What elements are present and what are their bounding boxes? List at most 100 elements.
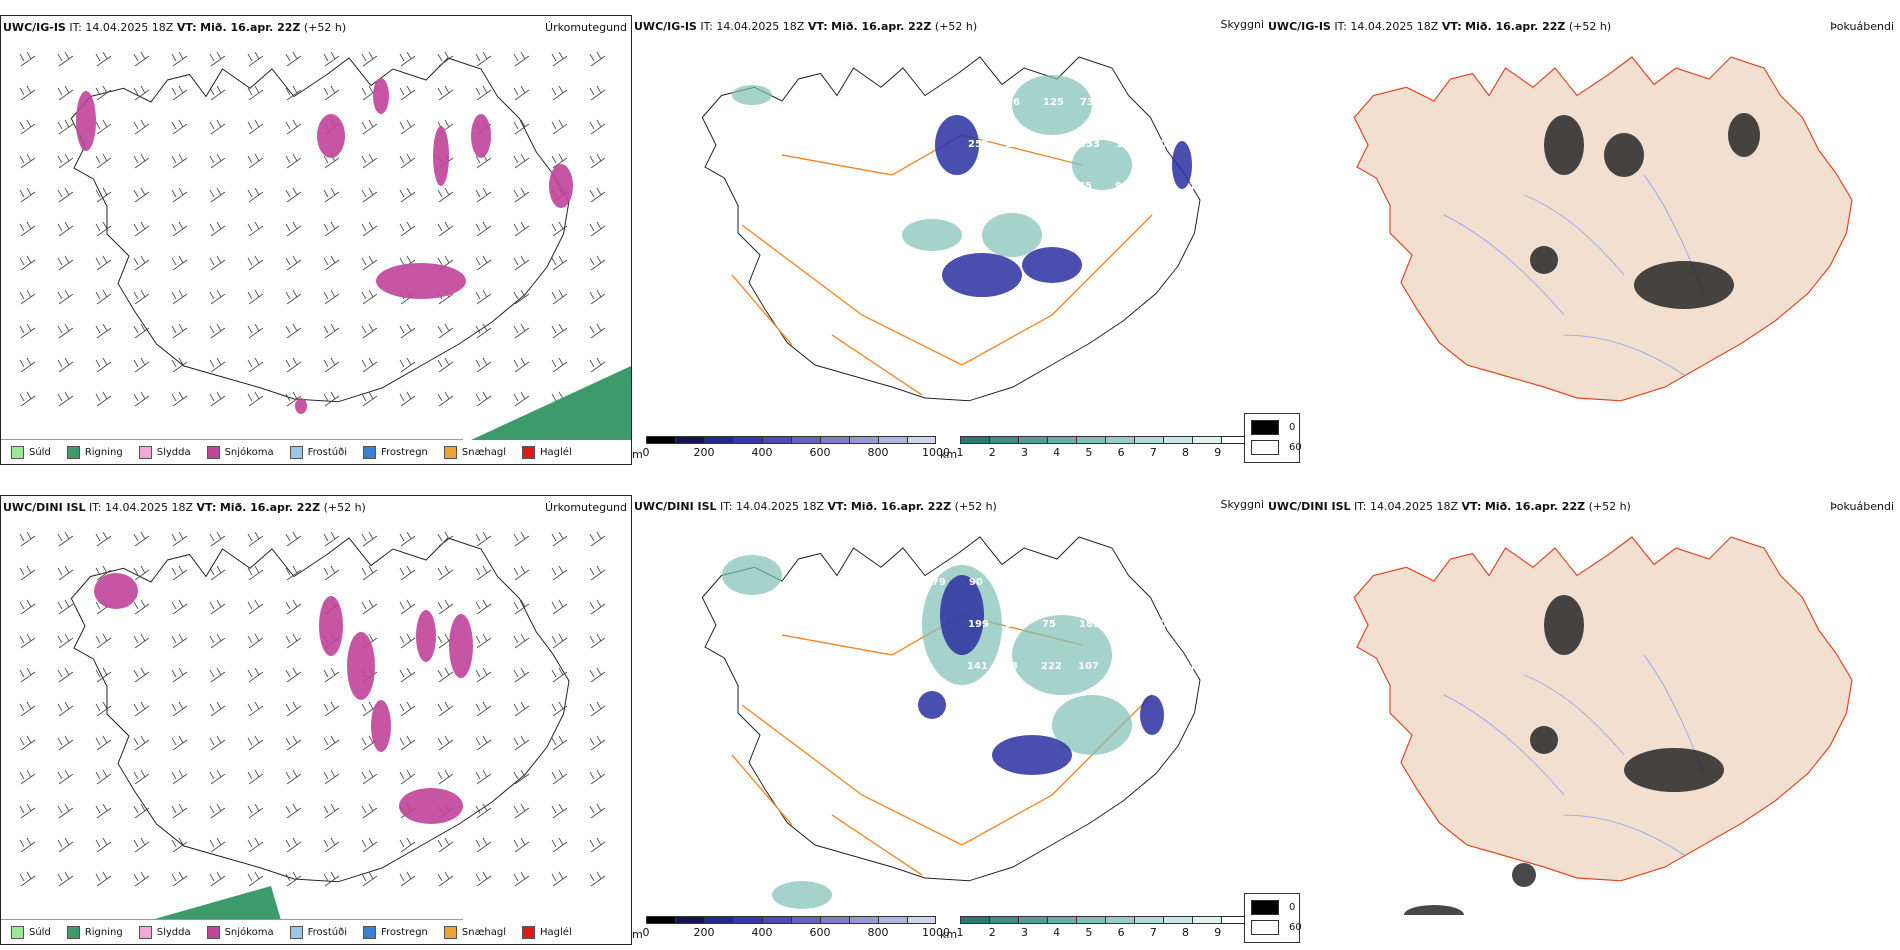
wind-barb <box>513 531 530 547</box>
visibility-value-label: 121 <box>1004 181 1025 192</box>
wind-barb <box>589 119 606 135</box>
river <box>1563 814 1685 856</box>
wind-barb <box>437 187 454 203</box>
fog-area <box>1728 113 1760 157</box>
colorbar-swatch <box>849 436 878 444</box>
wind-barb <box>589 187 606 203</box>
colorbar-swatch <box>878 436 907 444</box>
wind-barb <box>285 565 302 581</box>
river <box>1523 194 1625 276</box>
wind-barb <box>57 119 74 135</box>
wind-barb <box>399 565 416 581</box>
visibility-value-label: 201 <box>1152 181 1173 192</box>
colorbar-swatch <box>1163 916 1192 924</box>
visibility-value-label: 73 <box>1080 97 1094 108</box>
wind-barb <box>513 871 530 887</box>
wind-barb <box>285 837 302 853</box>
colorbar-tick-label: 0 <box>642 446 650 459</box>
wind-barb <box>95 153 112 169</box>
snow-area <box>347 632 375 700</box>
wind-barb <box>475 323 492 339</box>
road <box>781 154 893 176</box>
colorbar-swatch <box>960 436 989 444</box>
river <box>1563 334 1685 376</box>
colorbar-tick-label: 9 <box>1214 446 1222 459</box>
colorbar-tick-label: 4 <box>1053 446 1061 459</box>
panel-title-visibility-bottom: UWC/DINI ISL IT: 14.04.2025 18Z VT: Mið.… <box>634 500 997 513</box>
wind-barb <box>399 85 416 101</box>
wind-barb <box>247 531 264 547</box>
wind-barb <box>247 85 264 101</box>
ceiling-area <box>918 691 946 719</box>
wind-barb <box>57 803 74 819</box>
colorbar-swatch <box>791 436 820 444</box>
cloud-heading-bottom: Þokuábendi <box>1830 500 1894 513</box>
cloud-legend-item: 0 <box>1251 420 1295 435</box>
cloud-legend-item: 60 <box>1251 920 1302 935</box>
precip-map-top <box>19 51 631 440</box>
visibility-area <box>1012 615 1112 695</box>
wind-barb <box>475 633 492 649</box>
wind-barbs <box>19 51 606 407</box>
legend-label: Haglél <box>540 926 572 938</box>
wind-barb <box>19 357 36 373</box>
visibility-map-bottom: 79 90 53 28 39 10 18 76 199 300 75 183 207 200 137 141 9… <box>701 536 1211 909</box>
wind-barb <box>209 565 226 581</box>
legend-label: Frostregn <box>381 446 428 458</box>
wind-barb <box>513 701 530 717</box>
panel-title-precip-top: UWC/IG-IS IT: 14.04.2025 18Z VT: Mið. 16… <box>3 21 347 34</box>
wind-barb <box>551 803 568 819</box>
wind-barb <box>399 837 416 853</box>
legend-item: Slydda <box>138 925 191 939</box>
wind-barb <box>247 255 264 271</box>
ceiling-area <box>935 115 979 175</box>
wind-barb <box>171 85 188 101</box>
wind-barb <box>323 871 340 887</box>
wind-barb <box>133 803 150 819</box>
wind-barb <box>285 391 302 407</box>
road <box>861 794 963 846</box>
wind-barb <box>133 221 150 237</box>
ceiling-area <box>992 735 1072 775</box>
visibility-value-label: 18 <box>1154 577 1168 588</box>
wind-barb <box>133 531 150 547</box>
wind-barb <box>437 667 454 683</box>
wind-barb <box>437 85 454 101</box>
ceiling-area <box>1172 141 1192 189</box>
wind-barb <box>209 289 226 305</box>
wind-barb <box>475 51 492 67</box>
wind-barb <box>513 221 530 237</box>
visibility-value-label: 300 <box>1005 619 1026 630</box>
fog-area <box>1634 261 1734 309</box>
legend-item: Frostúði <box>289 445 347 459</box>
panel-title-visibility-top: UWC/IG-IS IT: 14.04.2025 18Z VT: Mið. 16… <box>634 20 978 33</box>
wind-barb <box>209 221 226 237</box>
wind-barb <box>95 255 112 271</box>
wind-barb <box>399 51 416 67</box>
wind-barb <box>437 701 454 717</box>
wind-barb <box>285 221 302 237</box>
wind-barb <box>513 85 530 101</box>
wind-barb <box>133 735 150 751</box>
wind-barb <box>171 51 188 67</box>
cloud-legend-label: 0 <box>1289 902 1296 913</box>
wind-barb <box>209 51 226 67</box>
colorbar-swatch <box>878 916 907 924</box>
wind-barb <box>247 391 264 407</box>
wind-barb <box>285 599 302 615</box>
wind-barb <box>551 255 568 271</box>
wind-barb <box>247 51 264 67</box>
colorbar-tick-label: 200 <box>693 926 715 939</box>
cloud-legend-label: 60 <box>1289 922 1302 933</box>
precip-panel-top: UWC/IG-IS IT: 14.04.2025 18Z VT: Mið. 16… <box>0 15 632 465</box>
visibility-value-label: 75 <box>1042 619 1056 630</box>
wind-barb <box>323 323 340 339</box>
wind-barb <box>171 531 188 547</box>
legend-item: Frostúði <box>289 925 347 939</box>
wind-barb <box>19 803 36 819</box>
wind-barb <box>361 187 378 203</box>
wind-barb <box>285 871 302 887</box>
visibility-value-label: 159 <box>967 181 988 192</box>
wind-barb <box>133 769 150 785</box>
wind-barb <box>247 153 264 169</box>
